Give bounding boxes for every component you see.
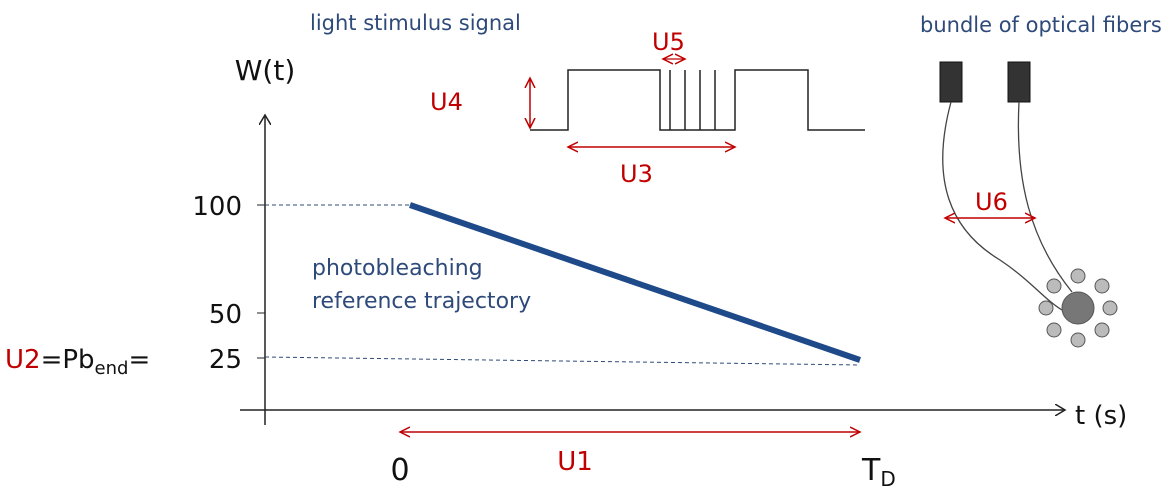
fibers-label: bundle of optical fibers [920, 13, 1162, 37]
tick-label: 50 [209, 300, 242, 330]
u4-label: U4 [430, 88, 463, 116]
trajectory [409, 202, 861, 363]
u6-label: U6 [975, 188, 1008, 216]
tick-label: 0 [390, 453, 409, 488]
tick-label: 100 [192, 192, 242, 222]
signal [530, 69, 865, 131]
fiber-head [939, 61, 963, 103]
trajectory-label: photobleaching [312, 256, 483, 281]
fiber-tip [1038, 268, 1118, 348]
y-label: W(t) [235, 54, 296, 87]
guide [264, 356, 861, 366]
signal-label: light stimulus signal [310, 11, 521, 35]
tick-label: TD [861, 453, 896, 491]
u1-label: U1 [557, 447, 593, 477]
u3-label: U3 [620, 160, 653, 188]
fiber-head [1007, 61, 1031, 103]
fiber [1017, 101, 1073, 293]
u5-label: U5 [652, 28, 685, 56]
fiber [942, 101, 1063, 311]
x-label: t (s) [1075, 401, 1127, 431]
trajectory-label: reference trajectory [312, 289, 531, 314]
u2-label: U2=Pbend= [5, 345, 150, 379]
tick-label: 25 [209, 345, 242, 375]
